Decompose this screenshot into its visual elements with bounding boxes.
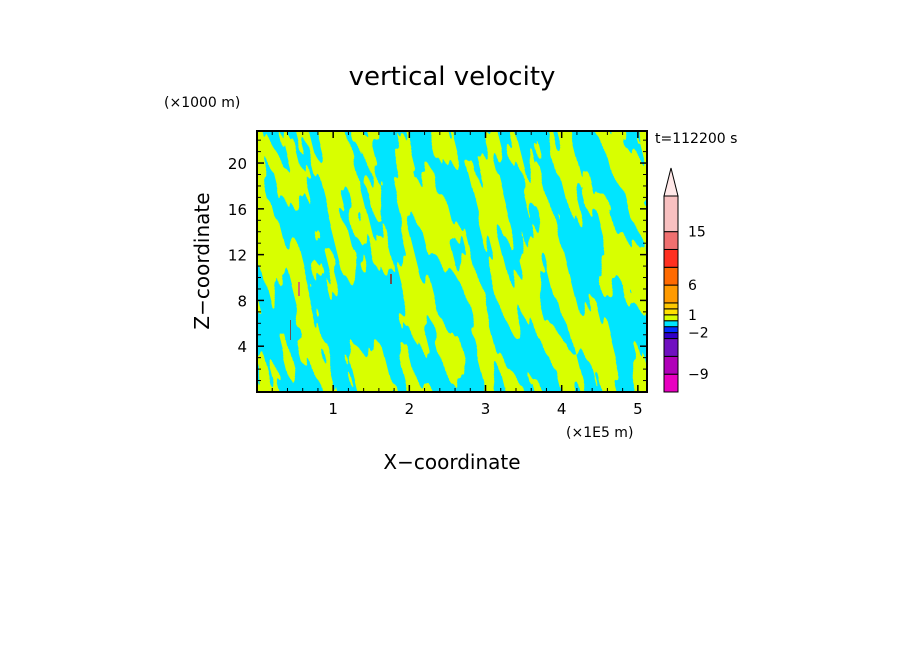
x-tick-label: 3 bbox=[481, 400, 491, 418]
x-tick-label: 5 bbox=[633, 400, 643, 418]
colorbar-bin bbox=[663, 338, 679, 357]
colorbar-bin bbox=[663, 308, 679, 316]
colorbar-bin bbox=[663, 320, 679, 328]
colorbar-bin bbox=[663, 302, 679, 310]
colorbar-tick-label: −9 bbox=[688, 367, 709, 383]
colorbar: 15 6 1 −2 −9 bbox=[663, 167, 709, 393]
y-tick-label: 12 bbox=[228, 247, 247, 265]
colorbar-tick-label: −2 bbox=[688, 326, 709, 342]
colorbar-bin bbox=[663, 266, 679, 286]
field-spot bbox=[298, 282, 300, 296]
colorbar-tick-label: 15 bbox=[688, 225, 706, 241]
colorbar-tick-label: 6 bbox=[688, 278, 697, 294]
colorbar-bin bbox=[663, 195, 679, 233]
colorbar-bin bbox=[663, 355, 679, 375]
field-spot bbox=[390, 274, 392, 284]
y-axis: 4 8 12 16 20 bbox=[228, 139, 647, 382]
y-axis-label: Z−coordinate bbox=[190, 192, 214, 329]
x-unit-label: (×1E5 m) bbox=[566, 425, 633, 441]
y-tick-label: 16 bbox=[228, 201, 247, 219]
colorbar-tick-label: 1 bbox=[688, 308, 697, 324]
x-axis: 1 2 3 4 5 bbox=[271, 131, 643, 418]
y-unit-label: (×1000 m) bbox=[164, 95, 240, 111]
field-positive-bands bbox=[257, 131, 647, 392]
colorbar-extend-max bbox=[663, 167, 679, 197]
y-tick-label: 20 bbox=[228, 155, 247, 173]
x-tick-label: 2 bbox=[405, 400, 415, 418]
y-tick-label: 8 bbox=[237, 292, 247, 310]
colorbar-bin bbox=[663, 248, 679, 268]
colorbar-bin bbox=[663, 332, 679, 340]
colorbar-bin bbox=[663, 284, 679, 304]
chart-title: vertical velocity bbox=[349, 62, 556, 92]
x-tick-label: 4 bbox=[557, 400, 567, 418]
x-axis-label: X−coordinate bbox=[383, 450, 520, 474]
field-positive bbox=[257, 131, 647, 392]
x-tick-label: 1 bbox=[328, 400, 338, 418]
colorbar-bin bbox=[663, 326, 679, 334]
y-tick-label: 4 bbox=[237, 338, 247, 356]
time-label: t=112200 s bbox=[655, 131, 737, 147]
colorbar-bin bbox=[663, 373, 679, 393]
colorbar-bin bbox=[663, 231, 679, 250]
plot-frame bbox=[256, 130, 648, 393]
field-spot bbox=[290, 320, 291, 340]
colorbar-bin bbox=[663, 314, 679, 322]
plot-area bbox=[256, 130, 648, 393]
